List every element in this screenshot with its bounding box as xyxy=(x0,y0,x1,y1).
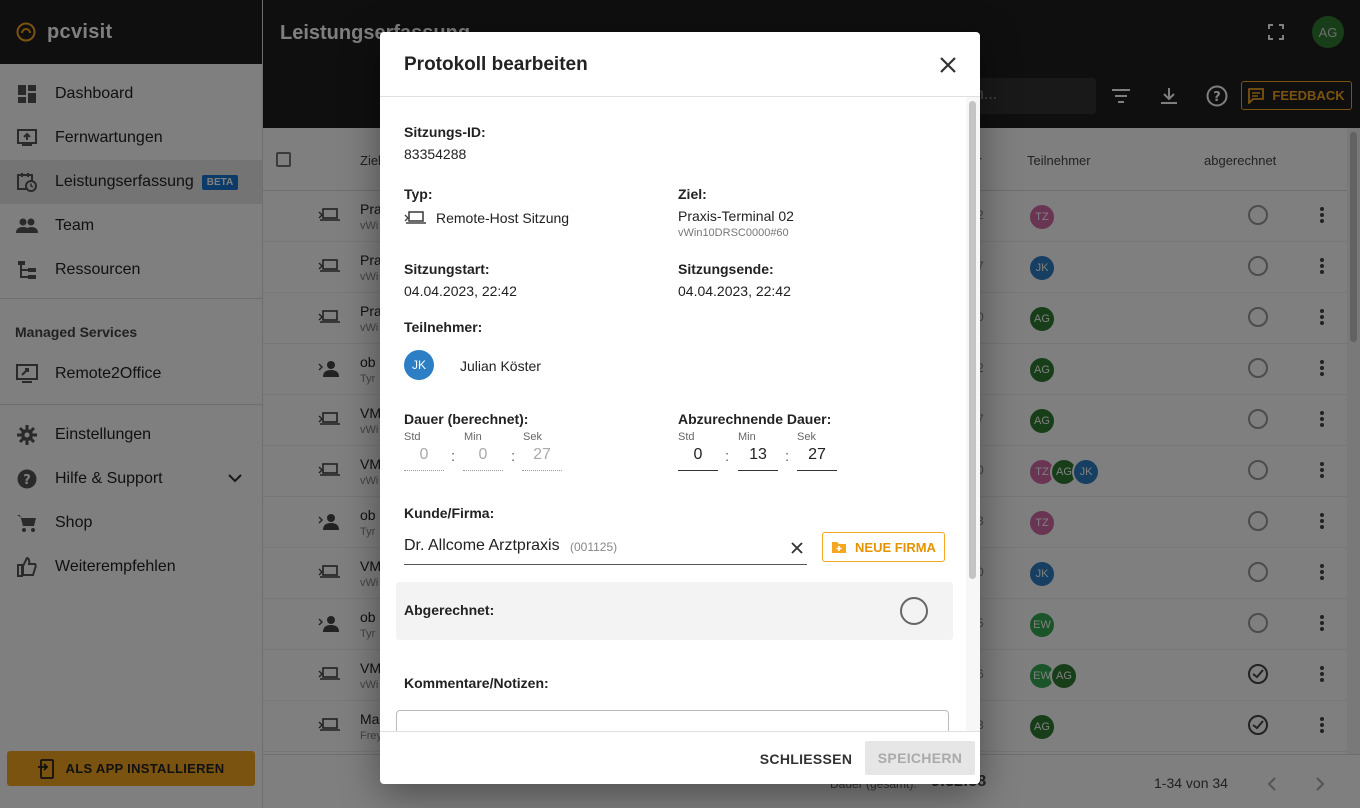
dialog-title: Protokoll bearbeiten xyxy=(404,54,588,75)
start-value: 04.04.2023, 22:42 xyxy=(404,283,517,299)
start-label: Sitzungstart: xyxy=(404,261,490,277)
clear-icon[interactable] xyxy=(791,542,803,554)
participants-label: Teilnehmer: xyxy=(404,319,483,335)
calculated-minutes-field: 0 xyxy=(463,445,503,471)
billed-toggle-row: Abgerechnet: xyxy=(396,582,953,640)
customer-input[interactable]: Dr. Allcome Arztpraxis (001125) xyxy=(404,531,807,565)
calculated-hours-field: 0 xyxy=(404,445,444,471)
billed-label: Abgerechnet: xyxy=(404,602,495,618)
new-company-label: NEUE FIRMA xyxy=(855,539,936,555)
participant-name: Julian Köster xyxy=(460,358,541,374)
time-separator: : xyxy=(725,448,730,465)
calculated-duration-label: Dauer (berechnet): xyxy=(404,411,529,427)
end-value: 04.04.2023, 22:42 xyxy=(678,283,791,299)
minutes-label: Min xyxy=(738,431,756,443)
seconds-label: Sek xyxy=(523,431,542,443)
close-button[interactable]: SCHLIESSEN xyxy=(759,751,853,767)
folder-add-icon xyxy=(832,542,847,553)
dialog-scrollbar[interactable] xyxy=(966,97,980,731)
billable-minutes-input[interactable]: 13 xyxy=(738,445,778,471)
comments-textarea[interactable] xyxy=(396,710,949,731)
edit-protocol-dialog: Protokoll bearbeiten Sitzungs-ID: 833542… xyxy=(380,32,980,784)
close-icon[interactable] xyxy=(936,53,960,77)
billed-checkbox[interactable] xyxy=(900,597,928,625)
comments-label: Kommentare/Notizen: xyxy=(404,675,549,691)
end-label: Sitzungsende: xyxy=(678,261,774,277)
session-id-value: 83354288 xyxy=(404,146,467,162)
type-value: Remote-Host Sitzung xyxy=(436,210,570,226)
hours-label: Std xyxy=(678,431,695,443)
target-label: Ziel: xyxy=(678,186,707,202)
type-label: Typ: xyxy=(404,186,433,202)
customer-number: (001125) xyxy=(570,540,618,554)
laptop-remote-icon xyxy=(404,211,426,224)
save-button[interactable]: SPEICHERN xyxy=(865,741,975,775)
billable-duration-label: Abzurechnende Dauer: xyxy=(678,411,832,427)
time-separator: : xyxy=(451,448,456,465)
time-separator: : xyxy=(785,448,790,465)
dialog-scrollbar-thumb[interactable] xyxy=(969,101,976,579)
billable-seconds-input[interactable]: 27 xyxy=(797,445,837,471)
dialog-footer: SCHLIESSEN SPEICHERN xyxy=(380,731,980,784)
customer-label: Kunde/Firma: xyxy=(404,505,495,521)
target-sub: vWin10DRSC0000#60 xyxy=(678,227,789,239)
participant-avatar: JK xyxy=(404,350,434,380)
seconds-label: Sek xyxy=(797,431,816,443)
dialog-header: Protokoll bearbeiten xyxy=(380,32,980,97)
billable-hours-input[interactable]: 0 xyxy=(678,445,718,471)
hours-label: Std xyxy=(404,431,421,443)
customer-value: Dr. Allcome Arztpraxis xyxy=(404,537,560,554)
session-id-label: Sitzungs-ID: xyxy=(404,124,486,140)
dialog-body: Sitzungs-ID: 83354288 Typ: Remote-Host S… xyxy=(380,97,966,731)
minutes-label: Min xyxy=(464,431,482,443)
time-separator: : xyxy=(511,448,516,465)
calculated-seconds-field: 27 xyxy=(522,445,562,471)
target-value: Praxis-Terminal 02 xyxy=(678,208,794,224)
new-company-button[interactable]: NEUE FIRMA xyxy=(822,532,945,562)
